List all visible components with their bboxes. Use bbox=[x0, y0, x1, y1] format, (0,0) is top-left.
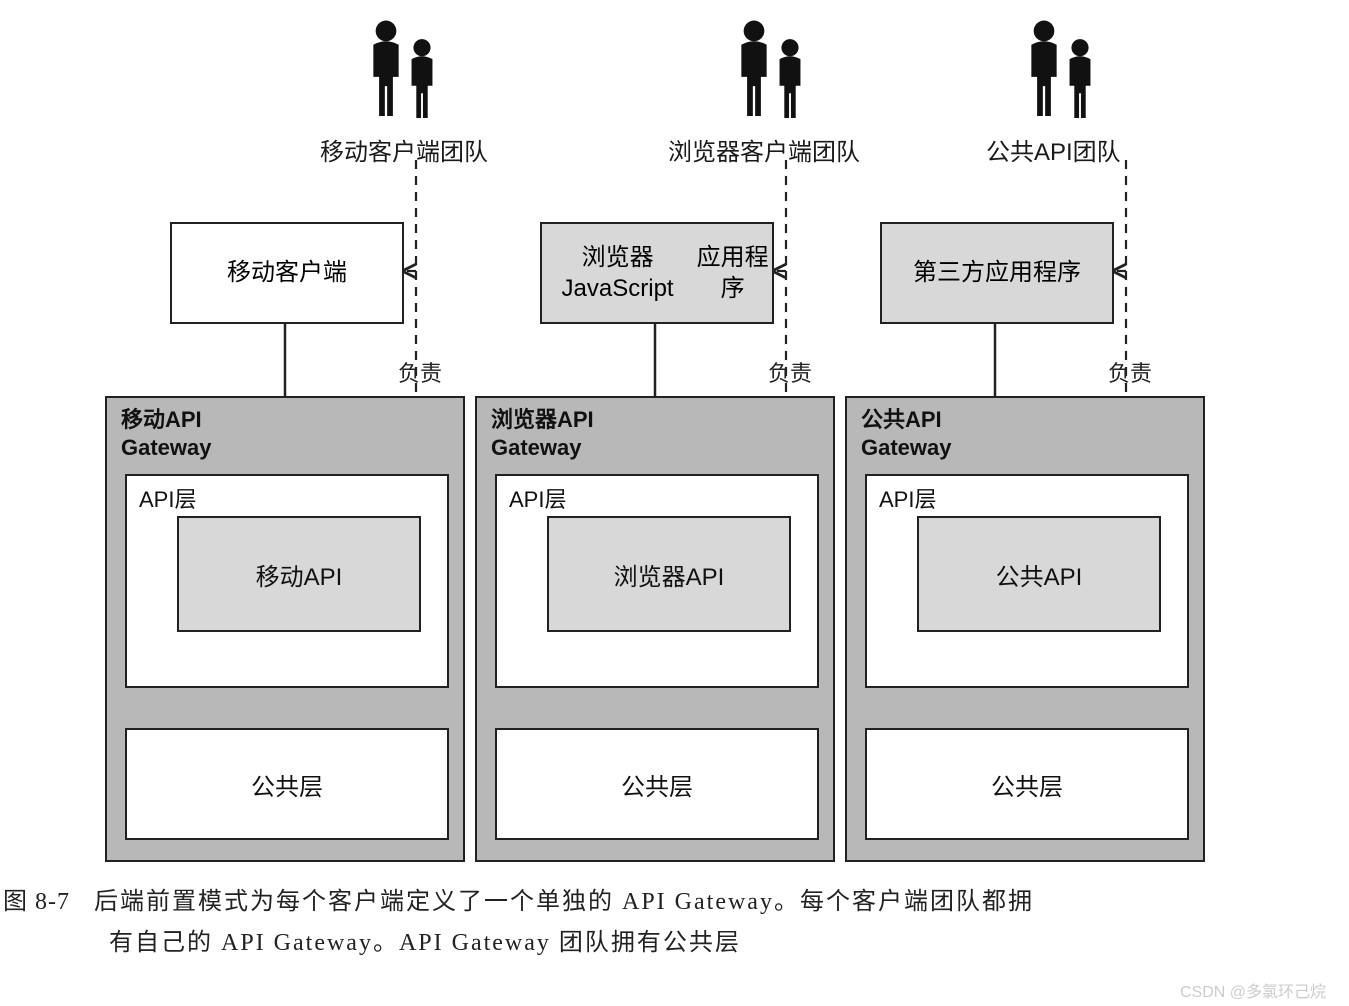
watermark: CSDN @多氯环己烷 bbox=[1180, 978, 1326, 1002]
client-box-public: 第三方应用程序 bbox=[880, 222, 1114, 324]
api-layer-title-mobile: API层 bbox=[139, 482, 196, 514]
gateway-title-public: 公共APIGateway bbox=[861, 406, 952, 461]
api-box-public: 公共API bbox=[917, 516, 1161, 632]
responsible-public: 负责 bbox=[1108, 356, 1152, 388]
gateway-browser: 浏览器APIGateway API层浏览器API 公共层 bbox=[475, 396, 835, 862]
responsible-browser: 负责 bbox=[768, 356, 812, 388]
gateway-mobile: 移动APIGateway API层移动API 公共层 bbox=[105, 396, 465, 862]
caption-line1: 后端前置模式为每个客户端定义了一个单独的 API Gateway。每个客户端团队… bbox=[94, 889, 1034, 915]
common-layer-browser: 公共层 bbox=[495, 728, 819, 840]
team-label-public: 公共API团队 bbox=[986, 132, 1121, 167]
api-layer-public: API层公共API bbox=[865, 474, 1189, 688]
gateway-public: 公共APIGateway API层公共API 公共层 bbox=[845, 396, 1205, 862]
gateway-title-mobile: 移动APIGateway bbox=[121, 406, 212, 461]
api-box-mobile: 移动API bbox=[177, 516, 421, 632]
responsible-mobile: 负责 bbox=[398, 356, 442, 388]
api-layer-mobile: API层移动API bbox=[125, 474, 449, 688]
gateway-title-browser: 浏览器APIGateway bbox=[491, 406, 594, 461]
caption-line2: 有自己的 API Gateway。API Gateway 团队拥有公共层 bbox=[109, 930, 741, 956]
api-layer-title-browser: API层 bbox=[509, 482, 566, 514]
api-layer-title-public: API层 bbox=[879, 482, 936, 514]
common-layer-mobile: 公共层 bbox=[125, 728, 449, 840]
client-box-mobile: 移动客户端 bbox=[170, 222, 404, 324]
team-label-mobile: 移动客户端团队 bbox=[320, 132, 488, 167]
caption-label: 图 8-7 bbox=[3, 889, 70, 915]
common-layer-public: 公共层 bbox=[865, 728, 1189, 840]
client-box-browser: 浏览器JavaScript应用程序 bbox=[540, 222, 774, 324]
team-label-browser: 浏览器客户端团队 bbox=[668, 132, 860, 167]
api-box-browser: 浏览器API bbox=[547, 516, 791, 632]
diagram-canvas: 图 8-7 后端前置模式为每个客户端定义了一个单独的 API Gateway。每… bbox=[0, 0, 1349, 1006]
figure-caption: 图 8-7 后端前置模式为每个客户端定义了一个单独的 API Gateway。每… bbox=[3, 882, 1243, 964]
api-layer-browser: API层浏览器API bbox=[495, 474, 819, 688]
